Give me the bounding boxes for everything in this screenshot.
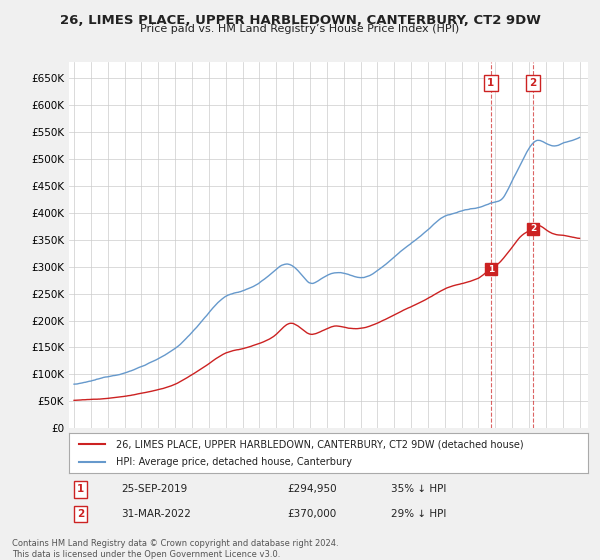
Text: £370,000: £370,000 [287,509,336,519]
Text: Contains HM Land Registry data © Crown copyright and database right 2024.
This d: Contains HM Land Registry data © Crown c… [12,539,338,559]
Text: 2: 2 [77,509,84,519]
Text: 26, LIMES PLACE, UPPER HARBLEDOWN, CANTERBURY, CT2 9DW: 26, LIMES PLACE, UPPER HARBLEDOWN, CANTE… [59,14,541,27]
Text: 1: 1 [488,265,494,274]
Text: HPI: Average price, detached house, Canterbury: HPI: Average price, detached house, Cant… [116,457,352,467]
Text: 29% ↓ HPI: 29% ↓ HPI [391,509,446,519]
Text: £294,950: £294,950 [287,484,337,494]
Text: 1: 1 [77,484,84,494]
Text: 2: 2 [530,78,537,88]
Text: 2: 2 [530,225,536,234]
Text: 1: 1 [487,78,494,88]
Text: 31-MAR-2022: 31-MAR-2022 [121,509,191,519]
Text: 26, LIMES PLACE, UPPER HARBLEDOWN, CANTERBURY, CT2 9DW (detached house): 26, LIMES PLACE, UPPER HARBLEDOWN, CANTE… [116,439,523,449]
Text: 25-SEP-2019: 25-SEP-2019 [121,484,187,494]
Text: Price paid vs. HM Land Registry’s House Price Index (HPI): Price paid vs. HM Land Registry’s House … [140,24,460,34]
Text: 35% ↓ HPI: 35% ↓ HPI [391,484,446,494]
